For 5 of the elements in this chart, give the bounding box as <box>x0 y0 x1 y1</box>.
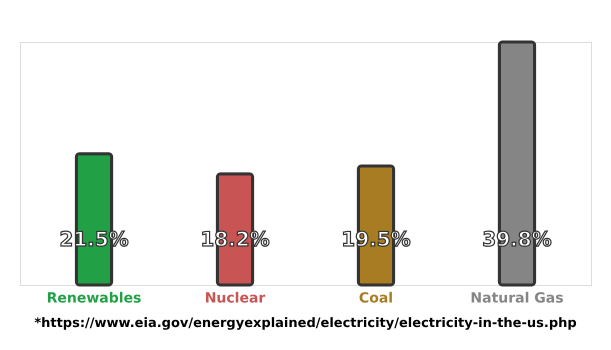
text: *https://www.eia.gov/energyexplained/electricity/electricity-in-the-us.php <box>34 316 577 331</box>
x-tick-label: Renewables <box>46 290 142 306</box>
x-tick-label: Nuclear <box>204 290 266 306</box>
x-tick-label: Coal <box>358 290 394 306</box>
x-tick-label: Natural Gas <box>470 290 564 306</box>
